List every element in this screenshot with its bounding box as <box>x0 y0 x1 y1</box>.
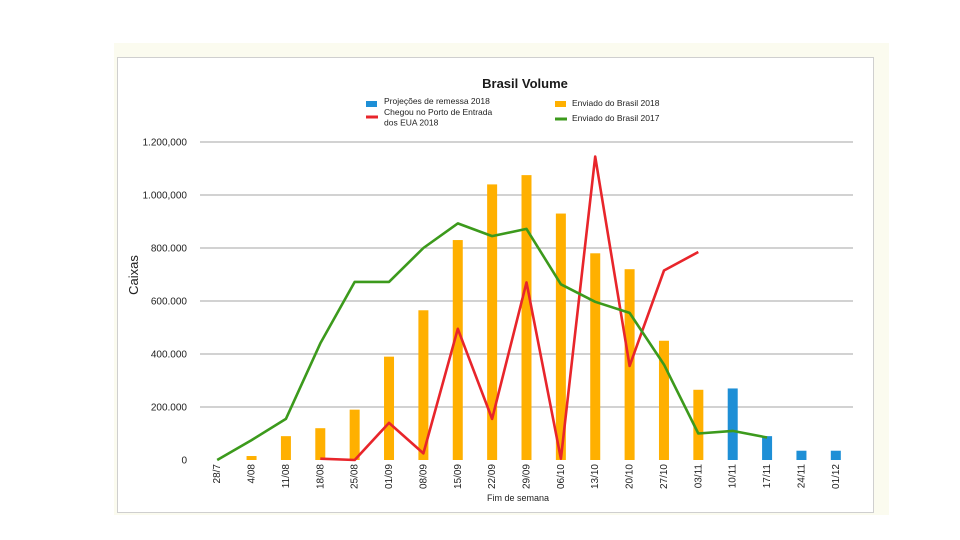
legend-label: Enviado do Brasil 2017 <box>572 113 660 123</box>
x-tick-label: 18/08 <box>315 464 326 489</box>
bar <box>246 456 257 460</box>
x-tick-label: 13/10 <box>590 464 601 489</box>
bar <box>349 409 360 460</box>
x-tick-label: 20/10 <box>625 464 636 489</box>
x-tick-label: 24/11 <box>796 464 807 489</box>
series-line <box>216 222 768 462</box>
x-tick-label: 11/08 <box>281 464 292 489</box>
legend-swatch <box>366 101 377 107</box>
x-tick-label: 15/09 <box>453 464 464 489</box>
y-tick-label: 600.000 <box>151 297 188 308</box>
legend-swatch <box>555 101 566 107</box>
bar <box>487 184 498 460</box>
x-tick-label: 01/09 <box>384 464 395 489</box>
bar <box>762 436 773 460</box>
y-tick-labels: 0 200.000 400.000 600.000 800.000 1.000,000 1.… <box>143 138 188 467</box>
y-tick-label: 200.000 <box>151 403 188 414</box>
x-tick-label: 27/10 <box>659 464 670 489</box>
x-tick-label: 28/7 <box>212 464 223 484</box>
bar <box>315 428 326 460</box>
y-tick-label: 1.000,000 <box>143 191 188 202</box>
bar <box>521 175 532 460</box>
legend-label: Projeções de remessa 2018 <box>384 96 490 106</box>
bar <box>796 450 807 460</box>
x-tick-label: 03/11 <box>693 464 704 489</box>
x-tick-label: 25/08 <box>350 464 361 489</box>
y-tick-label: 400.000 <box>151 350 188 361</box>
x-tick-label: 08/09 <box>418 464 429 489</box>
x-tick-label: 29/09 <box>522 464 533 489</box>
x-tick-label: 22/09 <box>487 464 498 489</box>
bar <box>384 356 395 460</box>
bar <box>452 240 463 460</box>
bar <box>590 253 601 460</box>
chart-title: Brasil Volume <box>482 76 568 91</box>
x-tick-labels: 28/7 4/08 11/08 18/08 25/08 01/09 08/09 15/09 22… <box>212 464 842 489</box>
y-axis-label: Caixas <box>126 255 141 295</box>
y-tick-label: 800.000 <box>151 244 188 255</box>
x-tick-label: 4/08 <box>247 464 258 484</box>
x-tick-label: 01/12 <box>831 464 842 489</box>
bar <box>555 213 566 460</box>
y-tick-label: 0 <box>181 456 187 467</box>
y-tick-label: 1.200,000 <box>143 138 188 149</box>
series-line <box>320 155 699 462</box>
x-tick-label: 06/10 <box>556 464 567 489</box>
x-tick-label: 10/11 <box>728 464 739 489</box>
line-marks <box>216 155 768 462</box>
legend-label: Chegou no Porto de Entrada dos EUA 2018 <box>384 107 492 128</box>
x-axis-label: Fim de semana <box>487 493 549 503</box>
bar <box>280 436 291 460</box>
legend: Projeções de remessa 2018 Enviado do Bras… <box>366 96 660 128</box>
bar <box>830 450 841 460</box>
bar <box>693 389 704 460</box>
x-tick-label: 17/11 <box>762 464 773 489</box>
legend-label: Enviado do Brasil 2018 <box>572 98 660 108</box>
bar <box>418 310 429 460</box>
bar <box>727 388 738 460</box>
bar <box>658 340 669 460</box>
